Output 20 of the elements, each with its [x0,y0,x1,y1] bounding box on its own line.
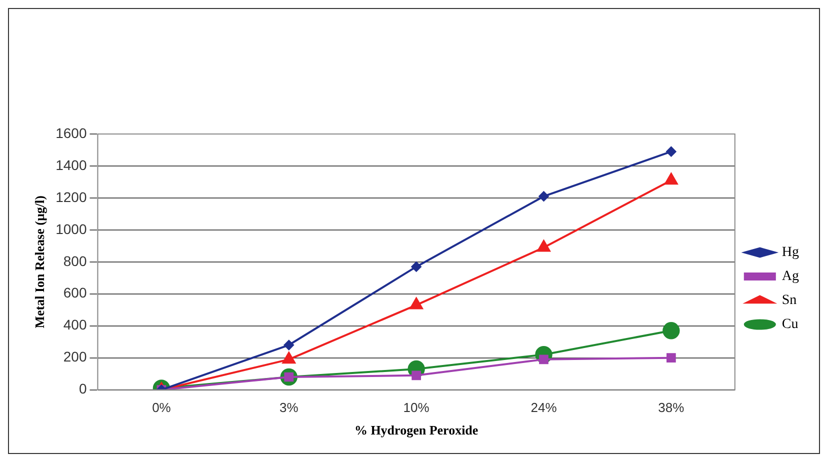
y-tick-label: 1000 [56,220,87,237]
x-tick-label: 10% [403,400,430,416]
y-tick-label: 600 [63,284,87,301]
legend-label: Hg [782,245,800,260]
legend-label: Cu [782,317,798,332]
legend-label: Ag [782,269,800,284]
x-tick-label: 38% [658,400,685,416]
x-tick-label: 3% [279,400,299,416]
legend-label: Sn [782,293,797,308]
x-tick-label: 24% [530,400,558,416]
y-axis-title: Metal Ion Release (µg/l) [32,196,48,328]
y-tick-label: 1400 [56,156,87,173]
y-tick-label: 0 [78,380,87,397]
y-tick-label: 400 [63,316,87,333]
y-tick-label: 1200 [56,188,87,205]
y-tick-label: 1600 [56,124,87,141]
y-tick-label: 200 [63,348,87,365]
x-tick-label: 0% [152,400,172,416]
x-axis-title: % Hydrogen Peroxide [354,422,478,438]
y-tick-label: 800 [63,252,87,269]
